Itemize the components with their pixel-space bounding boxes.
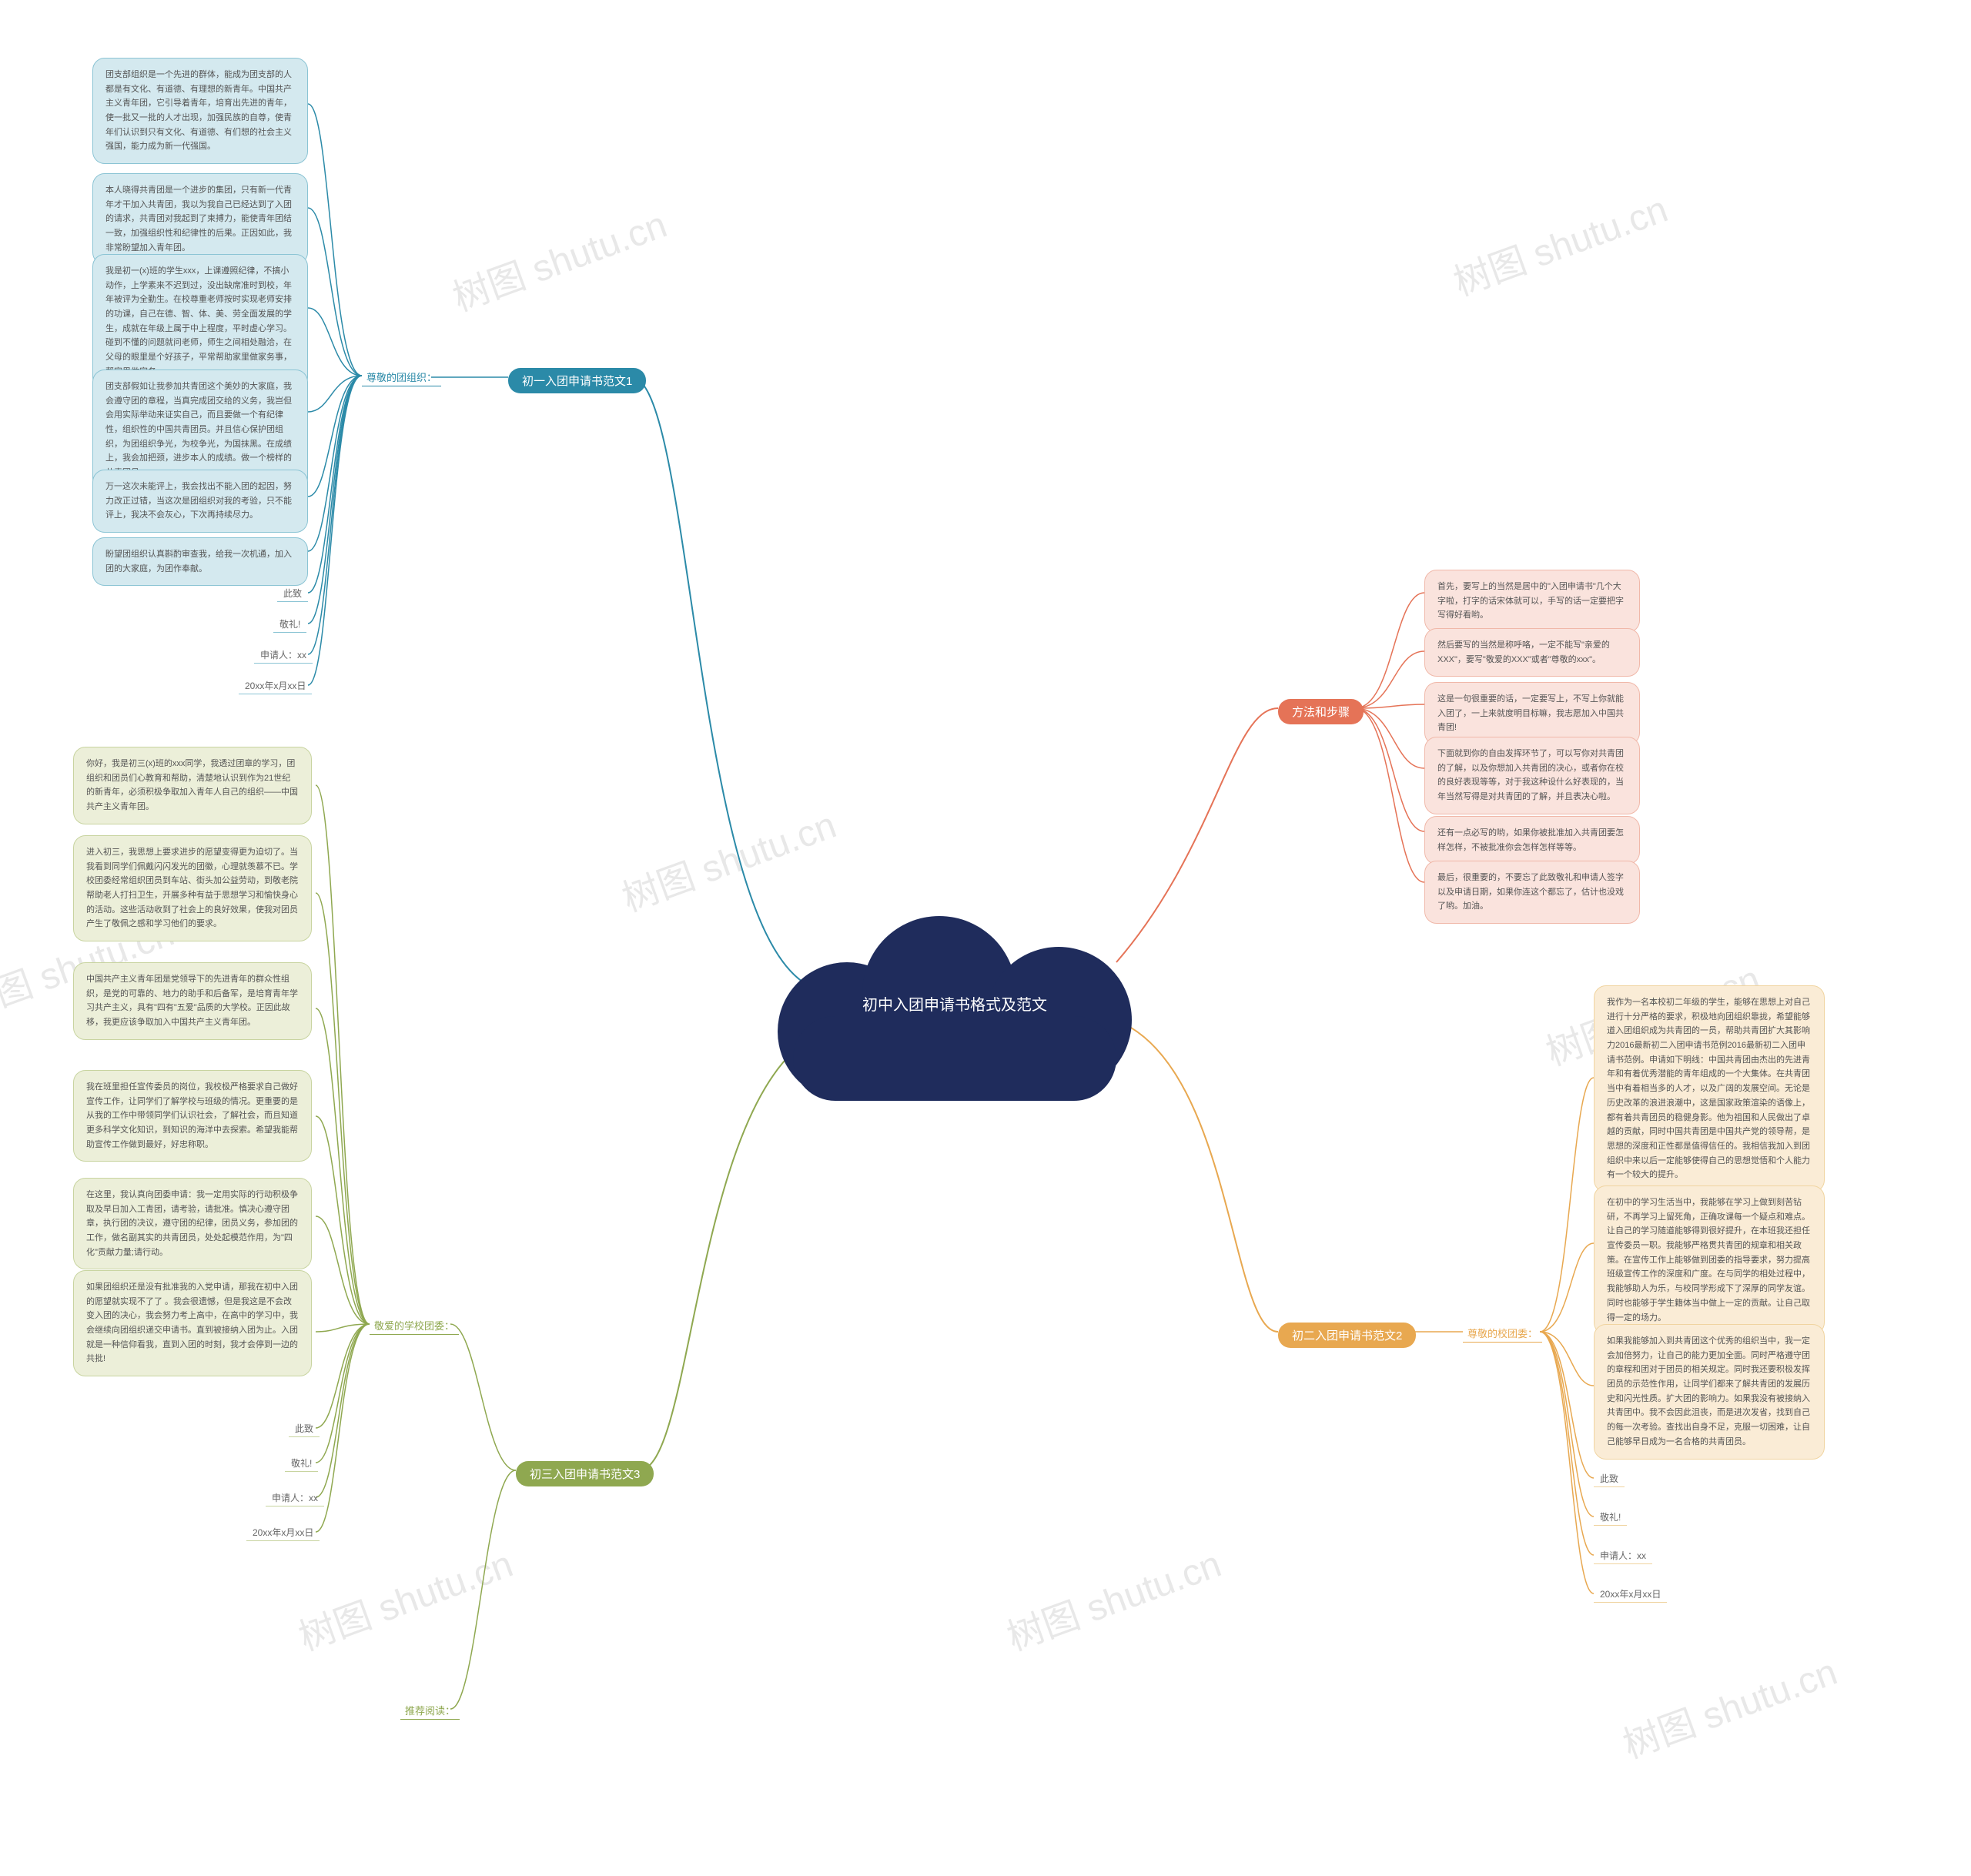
- branch1-tail-2: 申请人：xx: [254, 647, 313, 664]
- branch3-box-0: 我作为一名本校初二年级的学生，能够在思想上对自己进行十分严格的要求，积极地向团组…: [1594, 985, 1825, 1192]
- branch3-box-1: 在初中的学习生活当中，我能够在学习上做到刻苦钻研，不再学习上留死角，正确攻课每一…: [1594, 1185, 1825, 1335]
- branch4-tail-0: 此致: [289, 1420, 320, 1437]
- branch1-tail-1: 敬礼!: [273, 616, 306, 633]
- branch2-label: 方法和步骤: [1278, 699, 1364, 724]
- watermark: 树图 shutu.cn: [290, 1533, 519, 1660]
- branch4-tail-2: 申请人：xx: [266, 1490, 324, 1506]
- branch1-label: 初一入团申请书范文1: [508, 368, 646, 393]
- watermark: 树图 shutu.cn: [1445, 179, 1674, 306]
- branch4-box-2: 中国共产主义青年团是党领导下的先进青年的群众性组织，是党的可靠的、地力的助手和后…: [73, 962, 312, 1040]
- branch4-tail-3: 20xx年x月xx日: [246, 1524, 320, 1541]
- branch4-box-1: 进入初三，我思想上要求进步的愿望变得更为迫切了。当我看到同学们佩戴闪闪发光的团徽…: [73, 835, 312, 941]
- watermark: 树图 shutu.cn: [999, 1533, 1227, 1660]
- branch4-recommend: 推荐阅读：: [400, 1701, 460, 1720]
- branch2-box-4: 还有一点必写的哟，如果你被批准加入共青团要怎样怎样，不被批准你会怎样怎样等等。: [1424, 816, 1640, 864]
- branch4-box-0: 你好，我是初三(x)班的xxx同学，我透过团章的学习，团组织和团员们心教育和帮助…: [73, 747, 312, 824]
- branch1-tail-3: 20xx年x月xx日: [239, 677, 312, 694]
- branch2-box-5: 最后，很重要的，不要忘了此致敬礼和申请人签字以及申请日期，如果你连这个都忘了，估…: [1424, 861, 1640, 924]
- watermark: 树图 shutu.cn: [444, 194, 673, 321]
- branch4-tail-1: 敬礼!: [285, 1455, 318, 1472]
- branch1-sublabel: 尊敬的团组织：: [362, 368, 441, 386]
- branch1-box-0: 团支部组织是一个先进的群体，能成为团支部的人都是有文化、有道德、有理想的新青年。…: [92, 58, 308, 164]
- branch4-box-4: 在这里，我认真向团委申请：我一定用实际的行动积极争取及早日加入工青团，请考验，请…: [73, 1178, 312, 1269]
- branch2-box-1: 然后要写的当然是称呼咯，一定不能写"亲爱的XXX"，要写"敬爱的XXX"或者"尊…: [1424, 628, 1640, 677]
- branch2-box-2: 这是一句很重要的话，一定要写上，不写上你就能入团了，一上来就度明目标嘛，我志愿加…: [1424, 682, 1640, 745]
- branch3-box-2: 如果我能够加入到共青团这个优秀的组织当中，我一定会加倍努力，让自己的能力更加全面…: [1594, 1324, 1825, 1460]
- branch3-tail-2: 申请人：xx: [1594, 1547, 1652, 1564]
- branch1-box-4: 万一这次未能评上，我会找出不能入团的起因，努力改正过错，当这次是团组织对我的考验…: [92, 470, 308, 533]
- branch4-box-3: 我在班里担任宣传委员的岗位，我校极严格要求自己做好宣传工作，让同学们了解学校与班…: [73, 1070, 312, 1162]
- branch3-tail-0: 此致: [1594, 1470, 1625, 1487]
- branch4-sublabel: 敬爱的学校团委：: [370, 1316, 459, 1335]
- branch3-tail-3: 20xx年x月xx日: [1594, 1586, 1667, 1603]
- branch1-box-5: 盼望团组织认真斟酌审查我，给我一次机通，加入团的大家庭，为团作奉献。: [92, 537, 308, 586]
- branch2-box-0: 首先，要写上的当然是居中的"入团申请书"几个大字啦，打字的话宋体就可以，手写的话…: [1424, 570, 1640, 633]
- watermark: 树图 shutu.cn: [1615, 1641, 1843, 1768]
- branch3-label: 初二入团申请书范文2: [1278, 1323, 1416, 1348]
- branch2-box-3: 下面就到你的自由发挥环节了，可以写你对共青团的了解，以及你想加入共青团的决心，或…: [1424, 737, 1640, 814]
- branch4-box-5: 如果团组织还是没有批准我的入党申请，那我在初中入团的愿望就实现不了了 。我会很遗…: [73, 1270, 312, 1376]
- branch1-tail-0: 此致: [277, 585, 308, 602]
- branch4-label: 初三入团申请书范文3: [516, 1461, 654, 1486]
- center-title: 初中入团申请书格式及范文: [770, 993, 1139, 1018]
- branch3-tail-1: 敬礼!: [1594, 1509, 1627, 1526]
- branch3-sublabel: 尊敬的校团委：: [1463, 1324, 1542, 1343]
- center-node: 初中入团申请书格式及范文: [770, 893, 1139, 1109]
- branch1-box-1: 本人晓得共青团是一个进步的集团，只有新一代青年才干加入共青团，我以为我自己已经达…: [92, 173, 308, 265]
